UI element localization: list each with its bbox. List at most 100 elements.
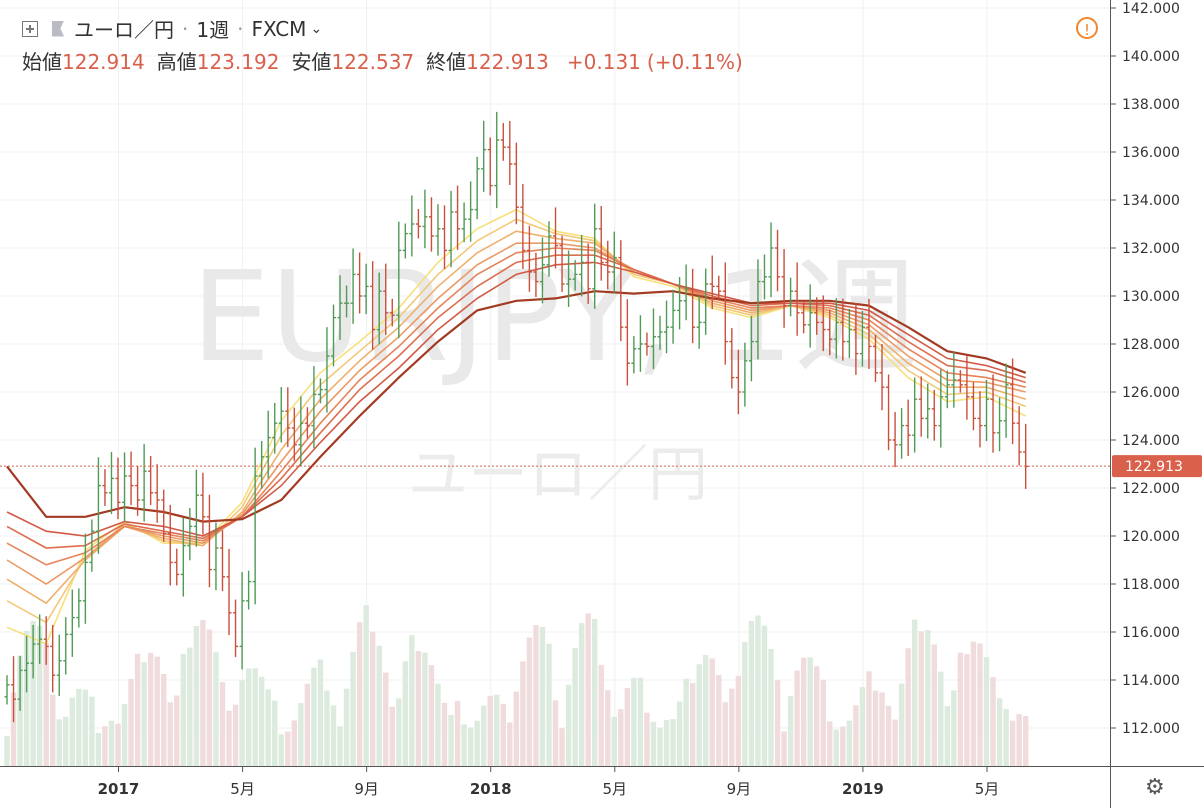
ohlc-bar	[167, 504, 173, 586]
ohlc-bar	[468, 181, 474, 242]
volume-bar	[546, 643, 552, 766]
volume-bar	[605, 690, 611, 766]
ohlc-bar	[912, 377, 918, 453]
volume-bar	[833, 729, 840, 766]
price-tick-label: 132.000	[1122, 241, 1180, 257]
ohlc-bar	[592, 203, 598, 309]
ohlc-bar	[585, 243, 591, 304]
separator-dot: ·	[237, 16, 244, 41]
ohlc-bar	[755, 259, 761, 360]
ohlc-bar	[389, 298, 395, 327]
source-label[interactable]: FXCM	[251, 16, 307, 41]
ohlc-bar	[239, 572, 245, 670]
volume-bar	[1016, 714, 1022, 766]
ohlc-bar	[415, 208, 421, 239]
volume-bar	[298, 703, 304, 766]
flag-icon[interactable]	[52, 20, 64, 37]
volume-bar	[147, 652, 154, 766]
volume-bar	[1003, 709, 1009, 766]
volume-bar	[369, 631, 376, 766]
ohlc-bar	[650, 308, 656, 370]
ohlc-bar	[285, 387, 291, 448]
volume-bar	[343, 688, 350, 766]
volume-bar	[1009, 720, 1016, 766]
ohlc-bar	[598, 205, 604, 281]
volume-bar	[102, 726, 108, 766]
ohlc-bar	[513, 142, 519, 225]
volume-bar	[585, 613, 591, 766]
ohlc-bar	[553, 207, 559, 269]
volume-bar	[435, 683, 441, 766]
ohlc-bar	[990, 374, 996, 453]
volume-bar	[193, 625, 200, 766]
ohlc-bar	[846, 308, 852, 359]
warning-icon[interactable]: !	[1076, 17, 1098, 39]
ohlc-bar	[768, 222, 774, 298]
ohlc-bar	[226, 548, 232, 636]
volume-bar	[800, 657, 807, 766]
time-tick-label: 2017	[98, 780, 140, 798]
ohlc-bar	[376, 272, 382, 345]
volume-bar	[167, 702, 173, 766]
symbol-name[interactable]: ユーロ／円	[74, 18, 174, 42]
ohlc-bar	[729, 328, 735, 389]
volume-bar	[330, 705, 337, 766]
price-tick-label: 118.000	[1122, 577, 1180, 593]
volume-bar	[905, 648, 911, 766]
volume-bar	[539, 627, 546, 766]
ohlc-bar	[761, 254, 767, 300]
volume-bar	[200, 619, 206, 766]
ohlc-bar	[102, 469, 108, 506]
ohlc-bar	[775, 229, 781, 292]
ohlc-bar	[951, 351, 957, 408]
volume-bar	[128, 678, 134, 766]
gear-icon[interactable]: ⚙	[1145, 775, 1165, 800]
ohlc-bar	[722, 262, 728, 365]
volume-bar	[683, 678, 689, 766]
ohlc-bar	[709, 255, 715, 310]
volume-bar	[827, 721, 833, 766]
chevron-down-icon[interactable]: ⌄	[310, 20, 323, 37]
open-label: 始値	[22, 50, 62, 74]
interval-label[interactable]: 1週	[196, 18, 230, 42]
volume-bar	[350, 651, 356, 766]
price-tick-label: 142.000	[1122, 1, 1180, 17]
volume-bar	[69, 697, 75, 766]
ohlc-bar	[370, 261, 376, 350]
time-tick-label: 2018	[470, 780, 512, 798]
volume-bar	[448, 714, 454, 766]
expand-icon[interactable]	[22, 20, 38, 37]
volume-bar	[846, 720, 853, 766]
volume-bar	[735, 675, 742, 766]
volume-bar	[774, 680, 781, 766]
ohlc-bar	[1016, 406, 1022, 466]
ohlc-bar	[1010, 358, 1016, 445]
volume-bar	[533, 625, 539, 766]
ohlc-bar	[631, 336, 637, 374]
volume-bar	[911, 619, 918, 766]
ohlc-bar	[1023, 423, 1029, 489]
ohlc-bar	[559, 235, 565, 292]
chart-header: ユーロ／円 · 1週 · FXCM ⌄ 始値 122.914 高値 123.192 …	[0, 0, 1110, 80]
ohlc-bar	[683, 264, 689, 321]
volume-bar	[650, 721, 657, 766]
volume-bar	[441, 702, 448, 766]
volume-bar	[82, 689, 89, 766]
time-tick-label: 9月	[727, 780, 752, 798]
ohlc-bar	[402, 223, 408, 259]
volume-bar	[951, 690, 957, 766]
ohlc-bar	[4, 675, 10, 705]
volume-bar	[95, 732, 102, 766]
ohlc-bar	[611, 231, 617, 293]
volume-bar	[748, 620, 755, 766]
price-tick-label: 138.000	[1122, 97, 1180, 113]
volume-bar	[722, 702, 728, 766]
ohlc-bar	[200, 472, 206, 535]
ohlc-bar	[716, 275, 722, 300]
volume-bar	[115, 723, 121, 766]
volume-bar	[500, 703, 506, 766]
volume-bar	[278, 734, 284, 766]
ohlc-bar	[435, 204, 441, 256]
ohlc-bar	[637, 315, 643, 372]
